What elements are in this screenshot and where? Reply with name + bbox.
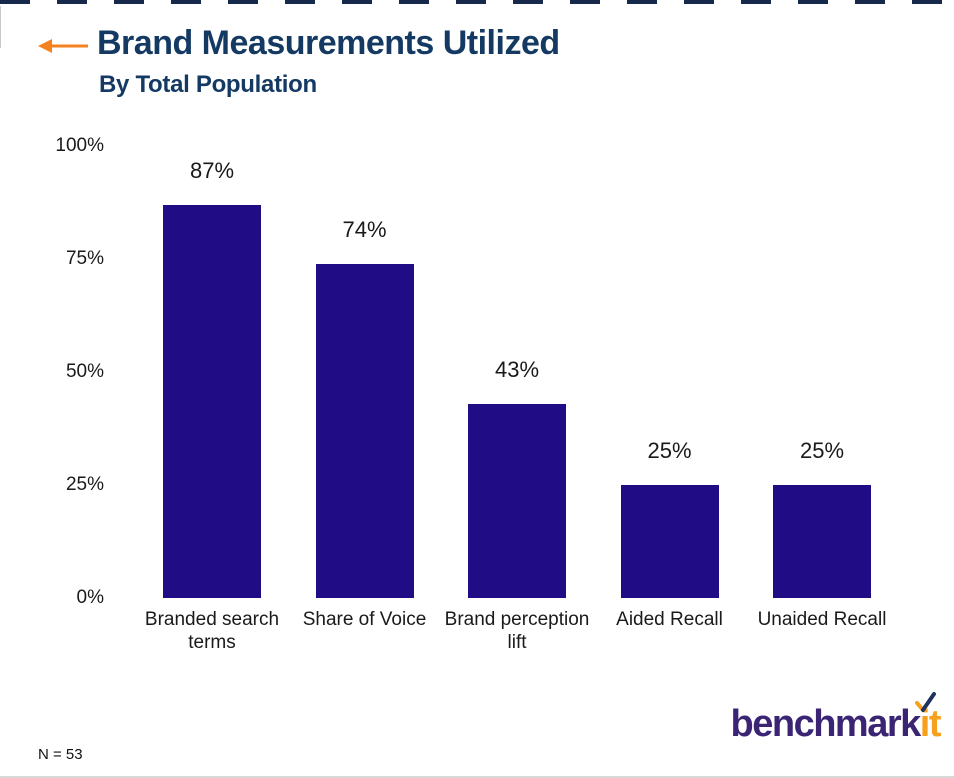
- check-icon: [914, 692, 936, 712]
- benchmarkit-logo: benchmark it: [730, 692, 942, 746]
- bar-brand-perception-lift: [468, 403, 566, 598]
- sample-size-note: N = 53: [38, 746, 83, 763]
- logo-text-benchmark: benchmark: [730, 703, 922, 745]
- category-label-branded-search-terms: Branded search terms: [144, 609, 280, 653]
- value-label-branded-search-terms: 87%: [189, 157, 235, 183]
- y-axis-tick-75: 75%: [65, 248, 104, 269]
- category-label-brand-perception-lift: Brand perception lift: [444, 609, 590, 653]
- category-label-share-of-voice: Share of Voice: [302, 609, 427, 630]
- y-axis-tick-0: 0%: [76, 587, 104, 608]
- value-label-brand-perception-lift: 43%: [494, 356, 540, 382]
- window-edge: [0, 6, 1, 48]
- value-label-aided-recall: 25%: [647, 438, 692, 463]
- bottom-border: [0, 776, 954, 778]
- category-label-aided-recall: Aided Recall: [616, 609, 723, 630]
- y-axis-tick-50: 50%: [65, 361, 104, 382]
- value-label-unaided-recall: 25%: [799, 438, 845, 463]
- bar-aided-recall: [620, 485, 719, 598]
- logo-text-it-letters: it: [919, 703, 942, 745]
- left-arrow-icon: [38, 39, 88, 53]
- page-subtitle: By Total Population: [99, 71, 317, 98]
- category-label-unaided-recall: Unaided Recall: [757, 609, 887, 630]
- y-axis-tick-25: 25%: [65, 474, 104, 495]
- y-axis-tick-100: 100%: [55, 135, 104, 156]
- top-dashed-border: [0, 0, 954, 4]
- back-arrow-button[interactable]: [36, 34, 90, 58]
- bar-branded-search-terms: [163, 204, 261, 598]
- bar-share-of-voice: [315, 263, 414, 598]
- page-title: Brand Measurements Utilized: [97, 24, 560, 62]
- bar-unaided-recall: [773, 485, 871, 598]
- value-label-share-of-voice: 74%: [342, 216, 387, 242]
- logo-text-it: it: [914, 692, 942, 746]
